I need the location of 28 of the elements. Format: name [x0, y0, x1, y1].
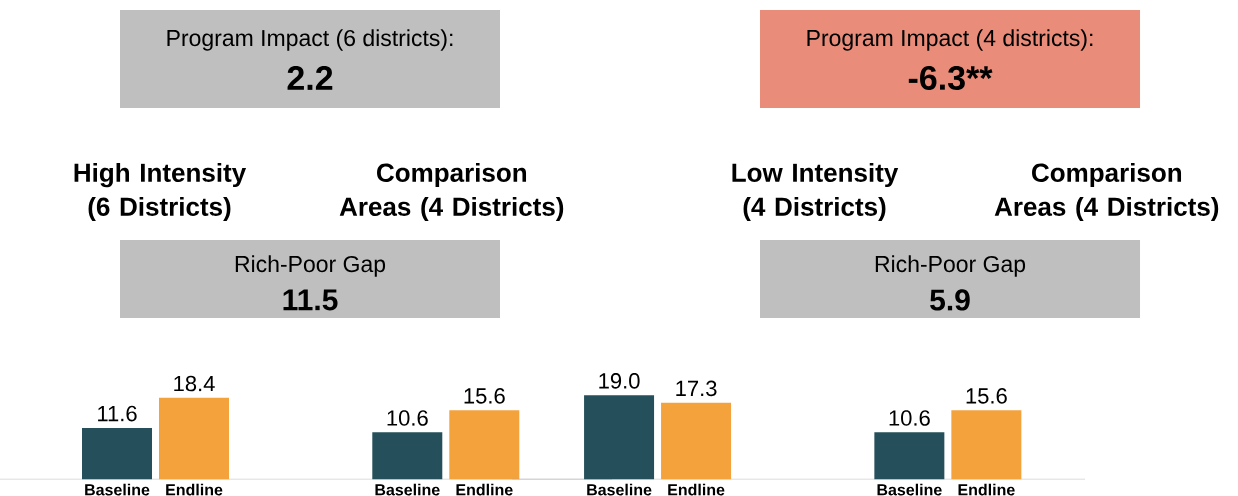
- chart-subtitle: -6.3**: [908, 65, 993, 91]
- x-tick-label: Endline: [166, 483, 223, 496]
- text: Low Intensity (4 Districts): [732, 162, 899, 222]
- text: High Intensity (6 Districts): [74, 162, 247, 222]
- text: Rich-Poor Gap: [235, 255, 386, 277]
- x-tick-label: Endline: [456, 483, 513, 496]
- data-label: 15.6: [464, 388, 505, 404]
- x-tick-label: Baseline: [85, 483, 150, 496]
- data-label: 15.6: [966, 388, 1007, 404]
- text: 5.9: [930, 289, 970, 311]
- chart-title: Program Impact (4 districts):: [807, 29, 1093, 51]
- data-label: 10.6: [889, 410, 930, 426]
- x-tick-label: Baseline: [877, 483, 942, 496]
- data-label: 18.4: [174, 375, 215, 392]
- x-tick-label: Baseline: [375, 483, 440, 496]
- x-tick-label: Endline: [668, 483, 725, 496]
- text: Comparison Areas (4 Districts): [994, 162, 1219, 222]
- data-label: 10.6: [387, 410, 428, 426]
- x-tick-label: Baseline: [587, 483, 652, 496]
- chart-title: Program Impact (6 districts):: [167, 29, 453, 51]
- chart-subtitle: 2.2: [287, 66, 333, 90]
- data-label: 17.3: [676, 380, 717, 397]
- text: Comparison Areas (4 Districts): [339, 162, 564, 222]
- x-tick-label: Endline: [958, 483, 1015, 496]
- data-label: 19.0: [599, 373, 640, 389]
- text: 11.5: [283, 289, 338, 311]
- data-label: 11.6: [98, 405, 137, 422]
- text: Rich-Poor Gap: [875, 255, 1026, 277]
